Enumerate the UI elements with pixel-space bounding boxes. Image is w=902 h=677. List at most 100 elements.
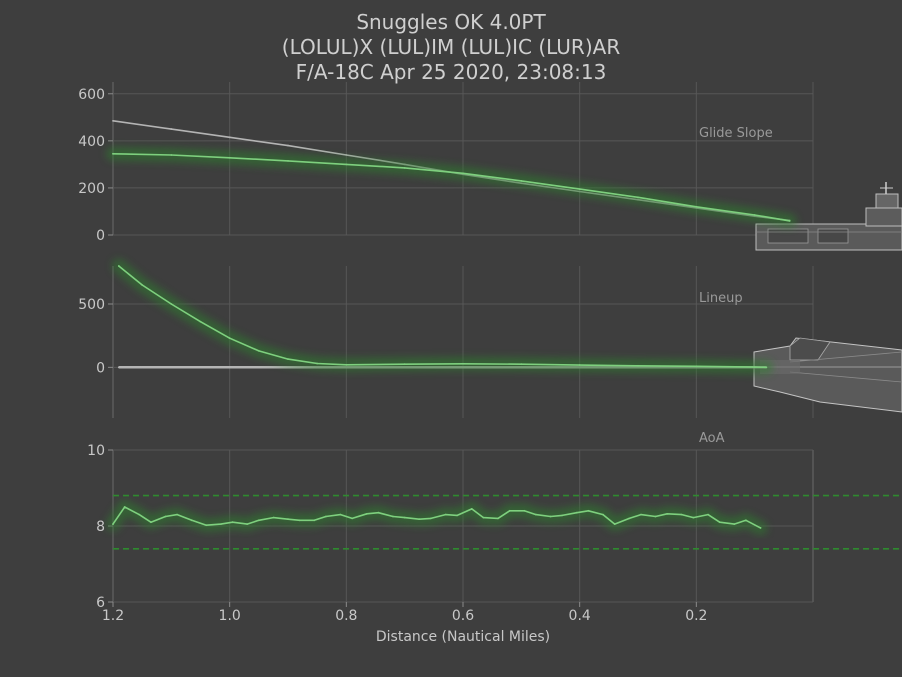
actual-data-point bbox=[759, 527, 762, 529]
actual-data-point bbox=[316, 362, 319, 365]
actual-data-point bbox=[654, 515, 657, 518]
actual-data-point bbox=[231, 521, 234, 524]
y-tick-label: 200 bbox=[78, 181, 105, 197]
actual-data-point bbox=[578, 188, 581, 191]
actual-data-point bbox=[470, 508, 473, 510]
actual-path-glow bbox=[106, 146, 797, 228]
carrier-island bbox=[865, 207, 902, 227]
actual-data-point bbox=[418, 518, 421, 521]
actual-data-point bbox=[520, 363, 523, 366]
actual-data-point bbox=[765, 366, 768, 369]
carrier-hull-detail bbox=[767, 228, 809, 244]
y-tick-label: 8 bbox=[96, 519, 105, 535]
actual-data-point bbox=[561, 514, 564, 517]
actual-data-point bbox=[150, 521, 152, 524]
chart-title-line2: (LOLUL)X (LUL)IM (LUL)IC (LUR)AR bbox=[281, 35, 621, 59]
actual-data-point bbox=[351, 517, 354, 520]
actual-data-point bbox=[257, 519, 260, 522]
panel-label: Lineup bbox=[699, 291, 743, 306]
actual-data-point bbox=[482, 516, 485, 519]
actual-data-point bbox=[587, 509, 590, 512]
chart-title-line1: Snuggles OK 4.0PT bbox=[356, 10, 546, 34]
actual-data-point bbox=[112, 152, 114, 155]
actual-data-point bbox=[228, 337, 231, 340]
carrier-island-top bbox=[875, 193, 899, 209]
actual-data-point bbox=[117, 265, 120, 267]
actual-data-point bbox=[112, 523, 114, 525]
actual-data-point bbox=[753, 366, 756, 368]
x-tick-label: 0.8 bbox=[335, 608, 357, 624]
actual-data-point bbox=[523, 509, 526, 512]
actual-data-point bbox=[164, 515, 167, 518]
x-axis-title: Distance (Nautical Miles) bbox=[376, 629, 550, 645]
actual-data-point bbox=[287, 358, 289, 360]
actual-data-point bbox=[788, 219, 791, 222]
actual-data-point bbox=[680, 513, 683, 516]
y-tick-label: 0 bbox=[96, 360, 105, 376]
actual-data-point bbox=[176, 513, 179, 516]
x-tick-label: 0.6 bbox=[452, 608, 474, 624]
actual-data-point bbox=[707, 513, 709, 516]
ideal-data-point bbox=[287, 366, 289, 369]
actual-data-point bbox=[695, 205, 698, 208]
actual-path-glow bbox=[111, 259, 774, 375]
actual-data-point bbox=[403, 167, 406, 169]
y-tick-label: 10 bbox=[87, 443, 105, 459]
ideal-data-point bbox=[112, 119, 114, 122]
actual-data-point bbox=[313, 519, 316, 522]
actual-data-point bbox=[628, 517, 631, 520]
actual-data-point bbox=[753, 214, 756, 216]
actual-data-point bbox=[462, 172, 464, 175]
x-tick-label: 1.2 bbox=[102, 608, 124, 624]
actual-data-point bbox=[345, 163, 348, 166]
actual-data-point bbox=[666, 512, 669, 515]
actual-data-point bbox=[575, 511, 578, 514]
actual-data-point bbox=[325, 515, 327, 518]
panel-label: AoA bbox=[699, 431, 725, 446]
actual-data-point bbox=[613, 523, 616, 525]
actual-data-point bbox=[170, 154, 173, 156]
y-tick-label: 500 bbox=[78, 297, 105, 313]
actual-data-point bbox=[228, 156, 231, 159]
carrier-hull-detail bbox=[817, 228, 849, 244]
actual-data-point bbox=[718, 521, 721, 524]
actual-data-point bbox=[339, 513, 342, 516]
carrier-angled-deck-line bbox=[789, 351, 902, 363]
ideal-data-point bbox=[228, 366, 231, 369]
actual-data-point bbox=[392, 515, 394, 518]
actual-data-point bbox=[205, 524, 208, 527]
data-layer bbox=[106, 119, 902, 552]
ideal-data-point bbox=[141, 366, 144, 369]
actual-data-point bbox=[220, 523, 222, 525]
actual-data-point bbox=[444, 513, 447, 516]
actual-data-point bbox=[637, 364, 639, 367]
actual-data-point bbox=[578, 364, 581, 366]
actual-data-point bbox=[138, 513, 141, 516]
ideal-data-point bbox=[257, 366, 260, 369]
actual-data-point bbox=[549, 515, 552, 518]
ideal-data-point bbox=[228, 136, 231, 139]
chart-title-line3: F/A-18C Apr 25 2020, 23:08:13 bbox=[295, 60, 607, 84]
actual-data-point bbox=[695, 365, 698, 368]
actual-data-point bbox=[141, 284, 144, 286]
actual-path-line bbox=[118, 265, 768, 369]
ideal-data-point bbox=[345, 154, 348, 156]
carrier-ship-layer bbox=[753, 182, 902, 413]
actual-data-point bbox=[257, 349, 260, 352]
actual-data-point bbox=[298, 519, 301, 522]
actual-data-point bbox=[287, 159, 289, 162]
carrier-side-view-icon bbox=[755, 182, 902, 251]
actual-data-point bbox=[745, 519, 747, 522]
actual-data-point bbox=[190, 519, 193, 522]
actual-data-point bbox=[602, 513, 604, 516]
actual-data-point bbox=[462, 362, 464, 365]
actual-data-point bbox=[430, 517, 432, 520]
actual-data-point bbox=[403, 363, 406, 366]
actual-data-point bbox=[733, 523, 736, 525]
ideal-data-point bbox=[170, 128, 173, 130]
y-tick-label: 600 bbox=[78, 87, 105, 103]
actual-data-point bbox=[272, 516, 275, 519]
actual-data-point bbox=[520, 179, 523, 182]
ideal-data-point bbox=[287, 144, 289, 147]
